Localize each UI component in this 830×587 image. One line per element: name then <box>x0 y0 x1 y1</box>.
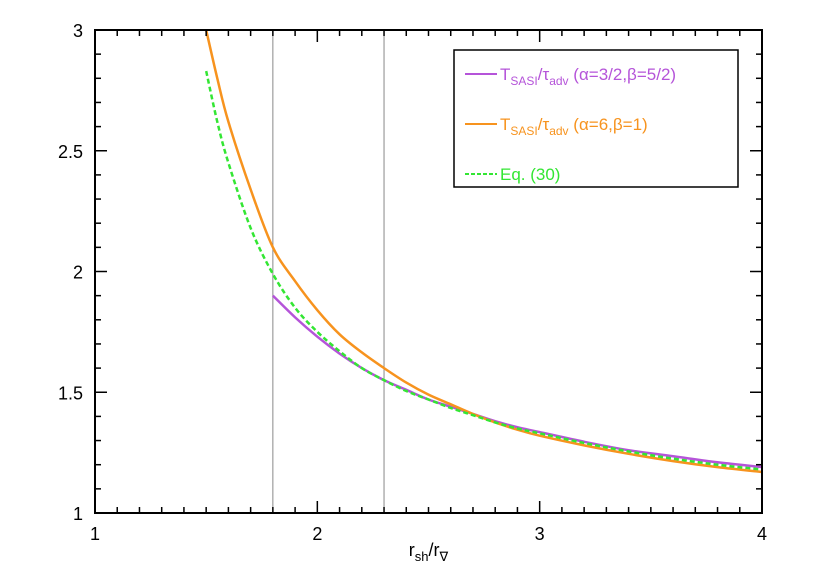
legend-sub-sasi: SASI <box>510 124 537 138</box>
x-axis-label: rsh/r∇ <box>409 540 449 564</box>
series-line-eq30 <box>204 70 763 471</box>
y-tick-label: 3 <box>73 21 83 41</box>
y-tick-label: 2.5 <box>58 142 83 162</box>
axis-ticks <box>94 29 763 514</box>
series-line-alpha-3-2 <box>271 294 763 469</box>
legend-params: (α=3/2,β=5/2) <box>569 65 677 84</box>
legend-label-alpha-6: TSASI/τadv (α=6,β=1) <box>500 115 648 138</box>
legend-sub-adv: adv <box>549 74 568 88</box>
legend-slash-tau: /τ <box>538 65 550 84</box>
legend-box <box>453 49 739 188</box>
y-tick-label: 1 <box>73 504 83 524</box>
x-tick-label: 3 <box>535 524 545 544</box>
legend-t: T <box>500 115 510 134</box>
tick-labels: 1 2 3 4 1 1.5 2 2.5 3 <box>58 21 767 544</box>
x-axis-label-main: r <box>409 540 415 560</box>
legend-params: (α=6,β=1) <box>569 115 648 134</box>
series-line-alpha-6 <box>204 29 763 474</box>
legend-t: T <box>500 65 510 84</box>
legend-label-eq30: Eq. (30) <box>500 165 560 184</box>
legend-eq: Eq. (30) <box>500 165 560 184</box>
series-layer <box>204 29 763 474</box>
legend-sub-adv: adv <box>549 124 568 138</box>
legend-slash-tau: /τ <box>538 115 550 134</box>
x-tick-label: 2 <box>312 524 322 544</box>
x-tick-label: 1 <box>90 524 100 544</box>
vertical-reference-lines <box>272 30 385 513</box>
legend-sub-sasi: SASI <box>510 74 537 88</box>
y-tick-label: 2 <box>73 263 83 283</box>
x-axis-label-slash: /r <box>429 540 440 560</box>
legend: TSASI/τadv (α=3/2,β=5/2) TSASI/τadv (α=6… <box>453 49 739 188</box>
y-tick-label: 1.5 <box>58 383 83 403</box>
x-axis-label-sub1: sh <box>415 549 429 564</box>
legend-label-alpha-3-2: TSASI/τadv (α=3/2,β=5/2) <box>500 65 676 88</box>
x-tick-label: 4 <box>757 524 767 544</box>
x-axis-label-sub2: ∇ <box>439 549 449 564</box>
